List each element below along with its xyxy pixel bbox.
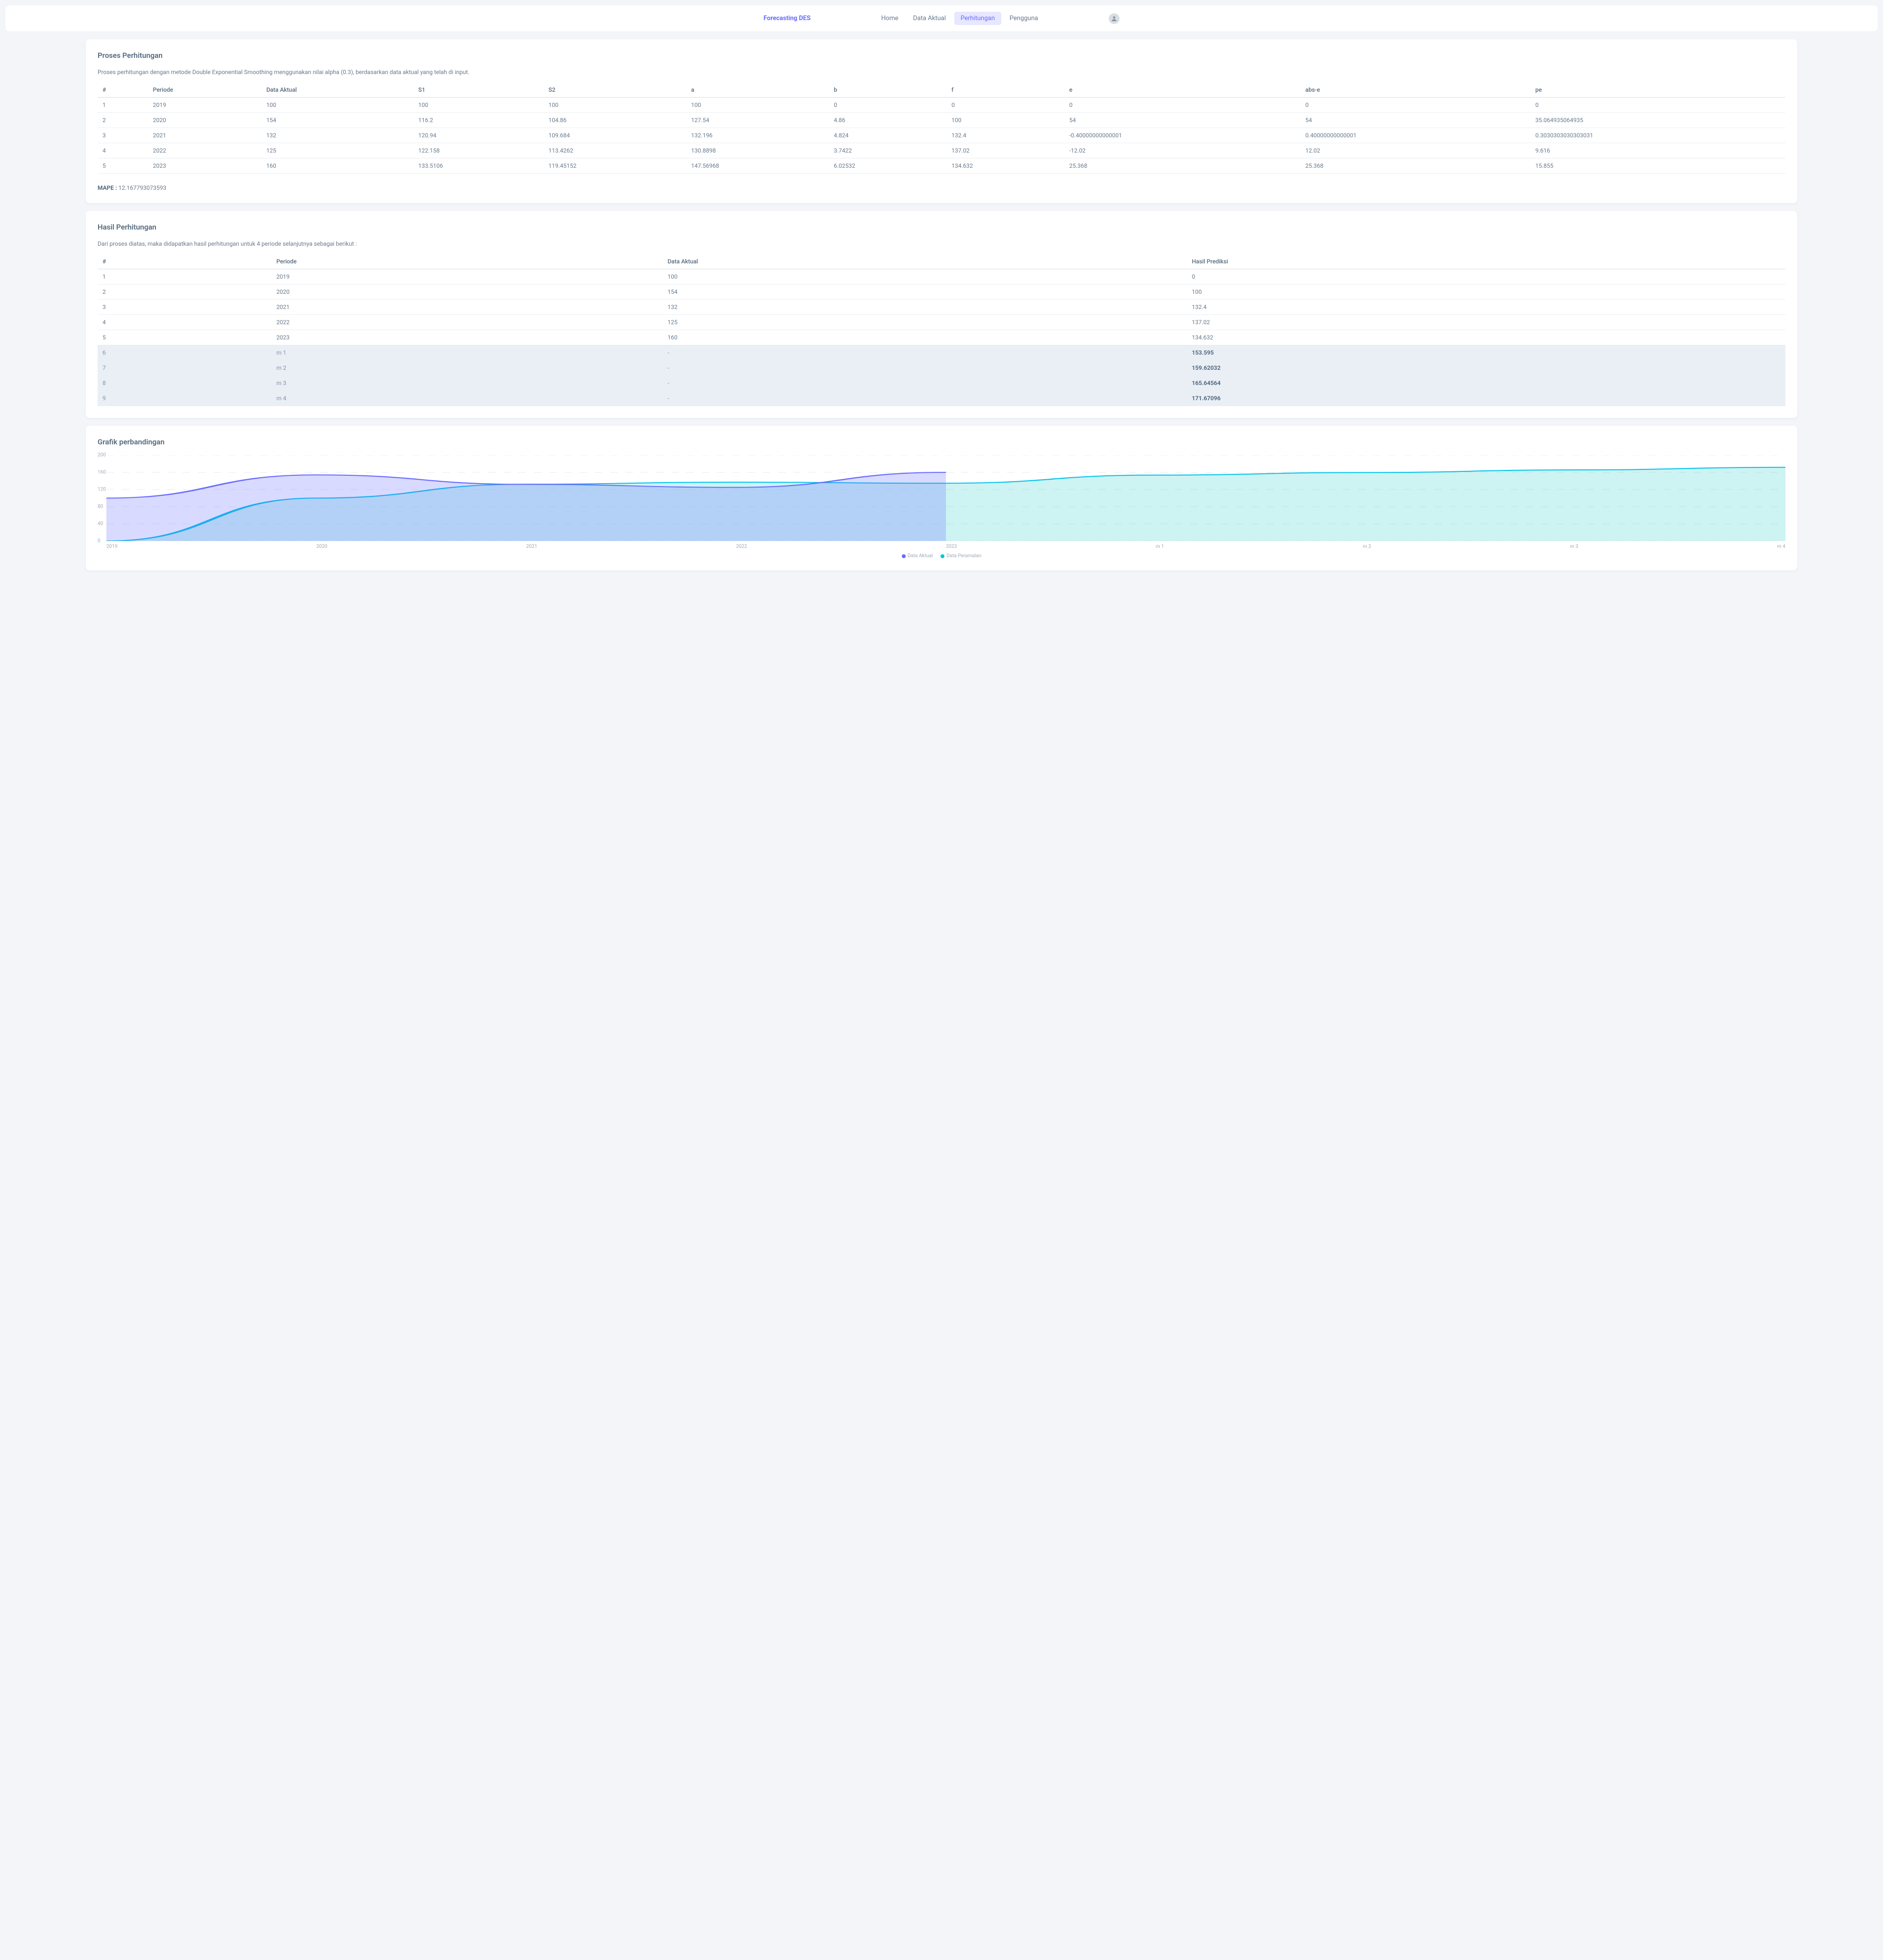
table-header: pe xyxy=(1530,82,1785,98)
brand[interactable]: Forecasting DES xyxy=(763,15,811,22)
table-header: # xyxy=(98,254,272,269)
nav-home[interactable]: Home xyxy=(875,12,905,25)
table-row: 120191000 xyxy=(98,269,1785,284)
table-header: Hasil Prediksi xyxy=(1187,254,1785,269)
nav-data-aktual[interactable]: Data Aktual xyxy=(907,12,952,25)
table-row: 52023160134.632 xyxy=(98,330,1785,345)
table-row: 32021132132.4 xyxy=(98,300,1785,315)
table-header: # xyxy=(98,82,148,98)
proses-title: Proses Perhitungan xyxy=(98,51,1785,60)
table-header: Data Aktual xyxy=(662,254,1187,269)
table-header: f xyxy=(946,82,1064,98)
nav-links: HomeData AktualPerhitunganPengguna xyxy=(875,12,1044,25)
table-header: Data Aktual xyxy=(261,82,413,98)
table-row: 52023160133.5106119.45152147.569686.0253… xyxy=(98,158,1785,174)
table-row: 42022125137.02 xyxy=(98,315,1785,330)
table-row: 8m 3-165.64564 xyxy=(98,376,1785,391)
table-row: 22020154100 xyxy=(98,284,1785,300)
proses-card: Proses Perhitungan Proses perhitungan de… xyxy=(86,39,1797,203)
legend-item[interactable]: Data Peramalan xyxy=(941,553,981,559)
chart-xticks: 20192020202120222023m 1m 2m 3m 4 xyxy=(98,544,1785,549)
hasil-title: Hasil Perhitungan xyxy=(98,223,1785,232)
table-row: 6m 1-153.595 xyxy=(98,345,1785,361)
table-header: Periode xyxy=(272,254,663,269)
table-header: e xyxy=(1064,82,1300,98)
chart-card: Grafik perbandingan 04080120160200 20192… xyxy=(86,426,1797,570)
table-row: 42022125122.158113.4262130.88983.7422137… xyxy=(98,143,1785,158)
table-header: Periode xyxy=(148,82,261,98)
table-row: 1201910010010010000000 xyxy=(98,98,1785,113)
avatar[interactable] xyxy=(1109,13,1120,24)
table-header: S2 xyxy=(544,82,687,98)
chart-legend: Data Aktual Data Peramalan xyxy=(98,553,1785,559)
table-header: abs-e xyxy=(1300,82,1530,98)
table-row: 9m 4-171.67096 xyxy=(98,391,1785,406)
hasil-card: Hasil Perhitungan Dari proses diatas, ma… xyxy=(86,211,1797,418)
table-header: a xyxy=(686,82,829,98)
hasil-desc: Dari proses diatas, maka didapatkan hasi… xyxy=(98,240,1785,247)
proses-table: #PeriodeData AktualS1S2abfeabs-epe 12019… xyxy=(98,82,1785,174)
hasil-table: #PeriodeData AktualHasil Prediksi 120191… xyxy=(98,254,1785,406)
table-row: 7m 2-159.62032 xyxy=(98,361,1785,376)
chart-title: Grafik perbandingan xyxy=(98,438,1785,446)
table-header: b xyxy=(829,82,946,98)
proses-desc: Proses perhitungan dengan metode Double … xyxy=(98,69,1785,76)
nav-perhitungan[interactable]: Perhitungan xyxy=(954,12,1001,25)
table-row: 22020154116.2104.86127.544.86100545435.0… xyxy=(98,113,1785,128)
chart-area: 04080120160200 xyxy=(98,455,1785,541)
nav-pengguna[interactable]: Pengguna xyxy=(1003,12,1044,25)
mape: MAPE : 12.167793073593 xyxy=(98,184,1785,191)
legend-item[interactable]: Data Aktual xyxy=(902,553,933,559)
table-header: S1 xyxy=(413,82,543,98)
table-row: 32021132120.94109.684132.1964.824132.4-0… xyxy=(98,128,1785,143)
